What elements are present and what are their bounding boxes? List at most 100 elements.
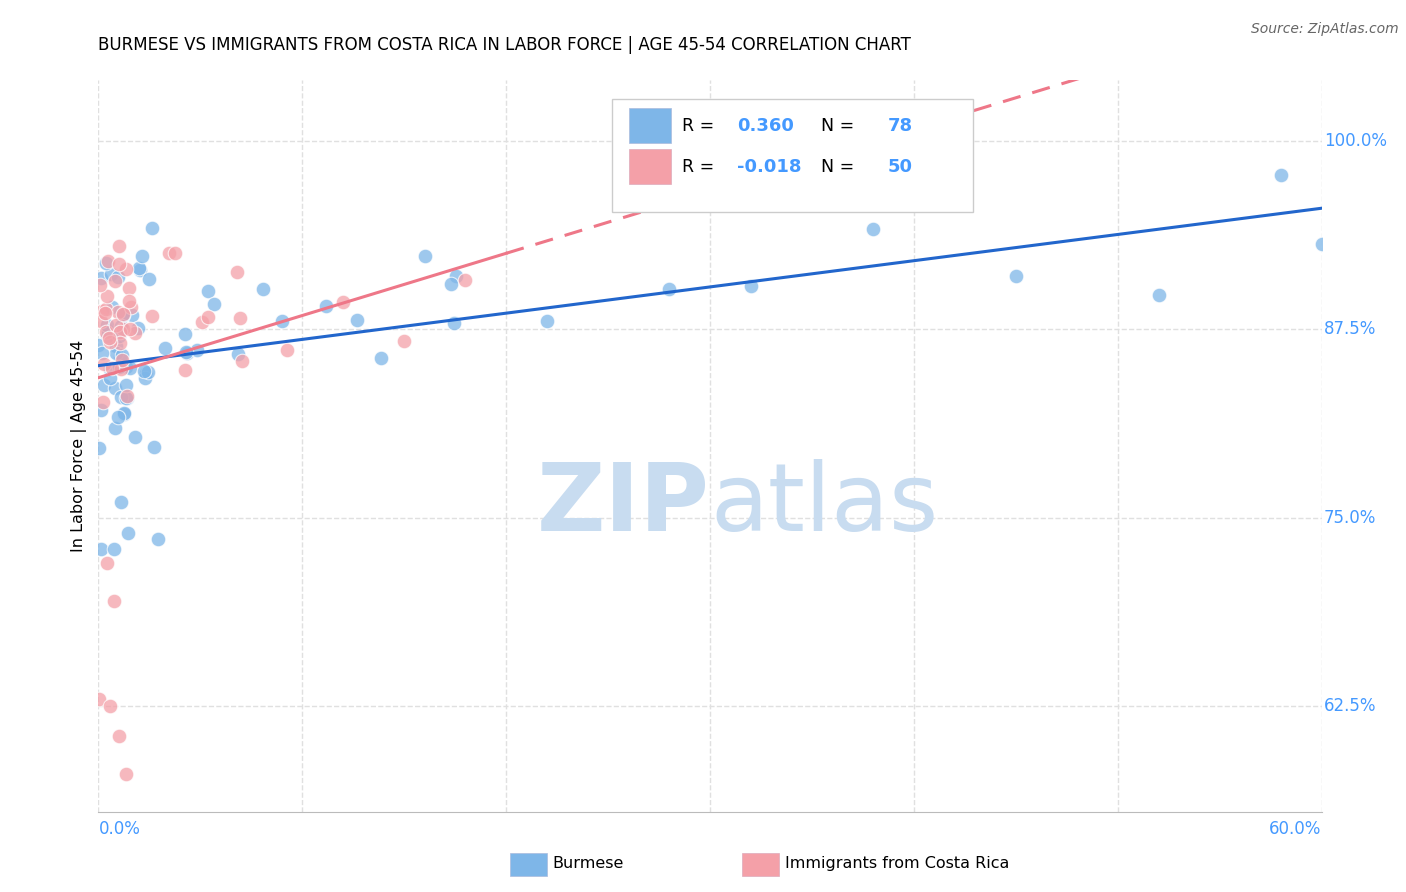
Point — [111, 307, 134, 321]
Point — [87, 338, 110, 352]
Point — [110, 318, 132, 333]
Point — [131, 249, 153, 263]
Point — [107, 304, 129, 318]
Point — [120, 322, 142, 336]
Point — [444, 268, 467, 283]
Point — [153, 341, 176, 355]
Text: 78: 78 — [887, 117, 912, 135]
Point — [103, 593, 125, 607]
Point — [105, 318, 128, 332]
Point — [191, 315, 214, 329]
Point — [118, 294, 141, 309]
Point — [90, 541, 112, 556]
Point — [101, 360, 124, 375]
Point — [115, 767, 138, 781]
Point — [443, 316, 465, 330]
Text: N =: N = — [810, 117, 860, 135]
Point — [115, 261, 138, 276]
Point — [315, 299, 337, 313]
Point — [97, 325, 120, 339]
Point — [96, 288, 118, 302]
Text: -0.018: -0.018 — [737, 158, 801, 176]
Point — [104, 421, 127, 435]
Point — [108, 326, 131, 340]
Point — [91, 395, 114, 409]
Point — [98, 362, 121, 376]
Point — [165, 246, 187, 260]
Point — [100, 267, 122, 281]
Point — [197, 310, 219, 324]
Point — [114, 378, 136, 392]
Point — [118, 361, 141, 376]
Point — [107, 239, 129, 253]
Point — [90, 304, 112, 318]
Point — [146, 532, 169, 546]
Text: 0.0%: 0.0% — [98, 821, 141, 838]
Point — [96, 329, 118, 343]
Text: 87.5%: 87.5% — [1324, 320, 1376, 338]
Point — [392, 334, 416, 348]
Text: 60.0%: 60.0% — [1270, 821, 1322, 838]
Point — [110, 362, 132, 376]
Point — [658, 282, 681, 296]
Point — [112, 407, 135, 421]
Point — [141, 309, 163, 323]
Point — [90, 271, 112, 285]
Point — [132, 364, 155, 378]
Point — [96, 556, 118, 570]
Point — [107, 269, 129, 284]
Text: 100.0%: 100.0% — [1324, 132, 1388, 150]
Text: Source: ZipAtlas.com: Source: ZipAtlas.com — [1251, 22, 1399, 37]
Point — [94, 256, 117, 270]
Point — [98, 699, 121, 714]
Point — [138, 272, 160, 286]
Point — [740, 278, 762, 293]
Point — [89, 691, 111, 706]
Point — [115, 391, 138, 405]
FancyBboxPatch shape — [630, 108, 671, 144]
Point — [110, 309, 132, 323]
Point — [346, 313, 368, 327]
Point — [89, 442, 111, 456]
Point — [135, 366, 157, 380]
Point — [176, 345, 198, 359]
Point — [91, 346, 114, 360]
Point — [114, 359, 136, 374]
Point — [89, 278, 111, 293]
FancyBboxPatch shape — [612, 99, 973, 212]
Point — [101, 300, 124, 314]
Text: Immigrants from Costa Rica: Immigrants from Costa Rica — [785, 856, 1010, 871]
Text: R =: R = — [682, 117, 720, 135]
Point — [103, 542, 125, 557]
Point — [197, 285, 219, 299]
Point — [204, 297, 226, 311]
Point — [110, 390, 132, 404]
Point — [115, 389, 138, 403]
Point — [96, 301, 118, 316]
Text: ZIP: ZIP — [537, 458, 710, 550]
Point — [108, 329, 131, 343]
Point — [1310, 237, 1333, 252]
Point — [93, 378, 115, 392]
Point — [105, 339, 128, 353]
Point — [226, 265, 249, 279]
Point — [94, 305, 117, 319]
Point — [332, 295, 354, 310]
Point — [128, 260, 150, 275]
Point — [104, 274, 127, 288]
Point — [107, 359, 129, 374]
Point — [104, 346, 127, 360]
Point — [98, 331, 121, 345]
Point — [96, 325, 118, 339]
FancyBboxPatch shape — [630, 149, 671, 184]
Point — [141, 220, 163, 235]
Point — [173, 363, 195, 377]
Y-axis label: In Labor Force | Age 45-54: In Labor Force | Age 45-54 — [72, 340, 87, 552]
Point — [110, 494, 132, 508]
Point — [97, 254, 120, 268]
Point — [124, 430, 146, 444]
Point — [107, 257, 129, 271]
Point — [112, 406, 135, 420]
Point — [104, 381, 127, 395]
Point — [229, 310, 252, 325]
